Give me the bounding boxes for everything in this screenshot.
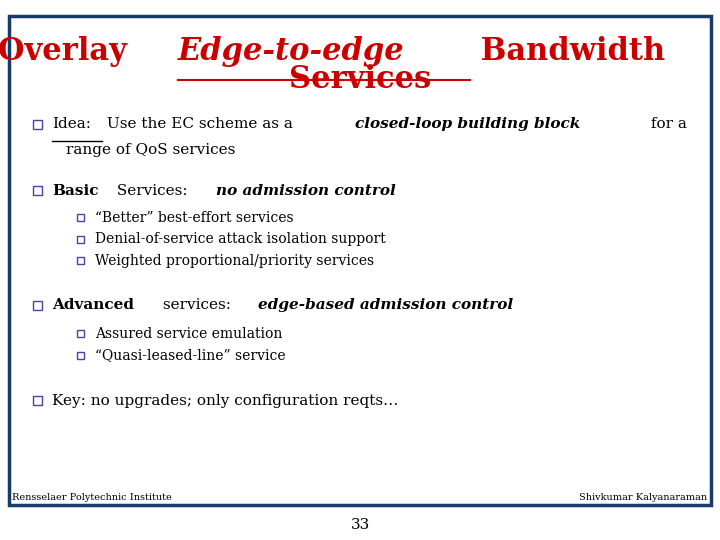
Bar — [33, 396, 42, 405]
Text: Services:: Services: — [112, 184, 192, 198]
Text: closed-loop building block: closed-loop building block — [355, 117, 580, 131]
Text: Basic: Basic — [52, 184, 99, 198]
Text: Bandwidth: Bandwidth — [470, 36, 665, 67]
Text: “Better” best-effort services: “Better” best-effort services — [95, 211, 294, 225]
Text: for a: for a — [646, 117, 686, 131]
Text: Edge-to-edge: Edge-to-edge — [178, 36, 405, 67]
Text: services:: services: — [158, 298, 235, 312]
Bar — [77, 352, 84, 359]
Bar — [77, 214, 84, 221]
Text: range of QoS services: range of QoS services — [66, 143, 235, 157]
Text: Use the EC scheme as a: Use the EC scheme as a — [102, 117, 298, 131]
Bar — [77, 258, 84, 264]
Bar — [33, 120, 42, 129]
Bar — [33, 301, 42, 309]
Text: Rensselaer Polytechnic Institute: Rensselaer Polytechnic Institute — [12, 494, 171, 502]
Text: Overlay: Overlay — [0, 36, 138, 67]
Text: Assured service emulation: Assured service emulation — [95, 327, 282, 341]
Text: Key: no upgrades; only configuration reqts…: Key: no upgrades; only configuration req… — [52, 394, 398, 408]
Text: Services: Services — [289, 64, 431, 95]
Text: Denial-of-service attack isolation support: Denial-of-service attack isolation suppo… — [95, 232, 386, 246]
Text: “Quasi-leased-line” service: “Quasi-leased-line” service — [95, 348, 286, 362]
Bar — [77, 330, 84, 337]
Text: edge-based admission control: edge-based admission control — [258, 298, 513, 312]
Text: Advanced: Advanced — [52, 298, 134, 312]
FancyBboxPatch shape — [9, 16, 711, 505]
Text: Shivkumar Kalyanaraman: Shivkumar Kalyanaraman — [579, 494, 707, 502]
Text: 33: 33 — [351, 518, 369, 532]
Bar — [77, 236, 84, 242]
Text: Weighted proportional/priority services: Weighted proportional/priority services — [95, 254, 374, 268]
Bar — [33, 186, 42, 195]
Text: no admission control: no admission control — [216, 184, 395, 198]
Text: Idea:: Idea: — [52, 117, 91, 131]
